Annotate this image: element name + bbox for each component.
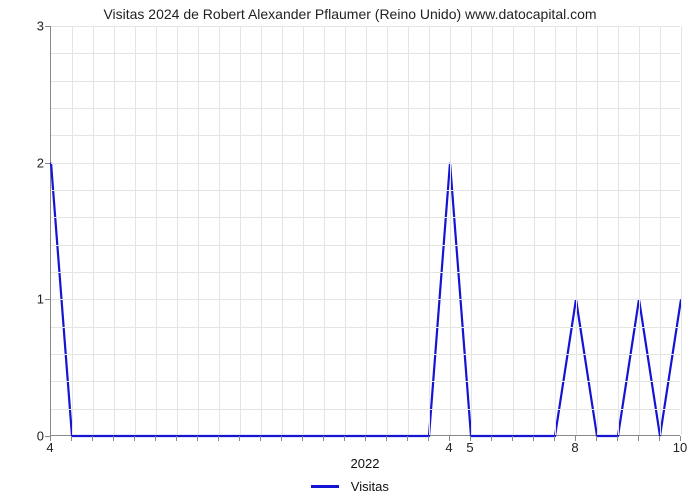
grid-line-v [282, 26, 283, 435]
x-tick-label: 8 [571, 440, 578, 455]
grid-line-h [51, 409, 680, 410]
y-tick-mark [45, 163, 50, 164]
x-tick-mark [197, 436, 198, 441]
x-tick-mark [281, 436, 282, 441]
grid-line-v [597, 26, 598, 435]
x-tick-mark [386, 436, 387, 441]
grid-line-v [324, 26, 325, 435]
y-tick-label: 2 [37, 155, 44, 170]
grid-line-v [219, 26, 220, 435]
grid-line-v [534, 26, 535, 435]
y-tick-label: 1 [37, 292, 44, 307]
grid-line-v [471, 26, 472, 435]
x-tick-mark [218, 436, 219, 441]
x-tick-mark [365, 436, 366, 441]
y-tick-mark [45, 26, 50, 27]
x-tick-label: 4 [46, 440, 53, 455]
grid-line-v [618, 26, 619, 435]
grid-line-v [492, 26, 493, 435]
grid-line-v [303, 26, 304, 435]
x-tick-mark [596, 436, 597, 441]
grid-line-v [93, 26, 94, 435]
y-tick-label: 0 [37, 429, 44, 444]
x-tick-mark [71, 436, 72, 441]
grid-line-v [156, 26, 157, 435]
legend: Visitas [0, 478, 700, 494]
x-tick-mark [407, 436, 408, 441]
grid-line-v [387, 26, 388, 435]
x-tick-mark [155, 436, 156, 441]
x-tick-mark [617, 436, 618, 441]
grid-line-h [51, 108, 680, 109]
grid-line-h [51, 26, 680, 27]
legend-swatch [311, 485, 339, 488]
x-tick-label: 10 [673, 440, 687, 455]
x-tick-mark [92, 436, 93, 441]
x-tick-mark [302, 436, 303, 441]
chart-container: Visitas 2024 de Robert Alexander Pflaume… [0, 0, 700, 500]
grid-line-v [660, 26, 661, 435]
grid-line-h [51, 381, 680, 382]
x-tick-mark [638, 436, 639, 441]
grid-line-v [681, 26, 682, 435]
grid-line-v [513, 26, 514, 435]
x-tick-mark [344, 436, 345, 441]
grid-line-v [555, 26, 556, 435]
x-tick-mark [428, 436, 429, 441]
x-tick-mark [659, 436, 660, 441]
grid-line-h [51, 163, 680, 164]
grid-line-v [450, 26, 451, 435]
x-tick-mark [491, 436, 492, 441]
x-tick-mark [113, 436, 114, 441]
grid-line-v [261, 26, 262, 435]
grid-line-v [429, 26, 430, 435]
grid-line-h [51, 327, 680, 328]
x-tick-mark [239, 436, 240, 441]
grid-line-v [408, 26, 409, 435]
x-tick-mark [134, 436, 135, 441]
legend-label: Visitas [351, 479, 389, 494]
grid-line-h [51, 135, 680, 136]
x-tick-mark [512, 436, 513, 441]
x-tick-mark [176, 436, 177, 441]
grid-line-v [345, 26, 346, 435]
grid-line-h [51, 53, 680, 54]
grid-line-h [51, 81, 680, 82]
grid-line-h [51, 354, 680, 355]
grid-line-h [51, 190, 680, 191]
x-tick-mark [554, 436, 555, 441]
grid-line-v [240, 26, 241, 435]
x-tick-label: 5 [466, 440, 473, 455]
plot-area [50, 26, 680, 436]
grid-line-h [51, 217, 680, 218]
grid-line-v [576, 26, 577, 435]
x-tick-mark [533, 436, 534, 441]
grid-line-v [198, 26, 199, 435]
grid-line-v [366, 26, 367, 435]
grid-line-v [135, 26, 136, 435]
grid-line-v [72, 26, 73, 435]
y-tick-mark [45, 299, 50, 300]
x-tick-label: 4 [445, 440, 452, 455]
x-axis-label: 2022 [50, 456, 680, 471]
x-tick-mark [260, 436, 261, 441]
grid-line-h [51, 272, 680, 273]
grid-line-v [177, 26, 178, 435]
x-tick-mark [323, 436, 324, 441]
grid-line-v [114, 26, 115, 435]
grid-line-v [639, 26, 640, 435]
chart-title: Visitas 2024 de Robert Alexander Pflaume… [0, 6, 700, 22]
grid-line-h [51, 299, 680, 300]
y-tick-label: 3 [37, 19, 44, 34]
grid-line-h [51, 245, 680, 246]
